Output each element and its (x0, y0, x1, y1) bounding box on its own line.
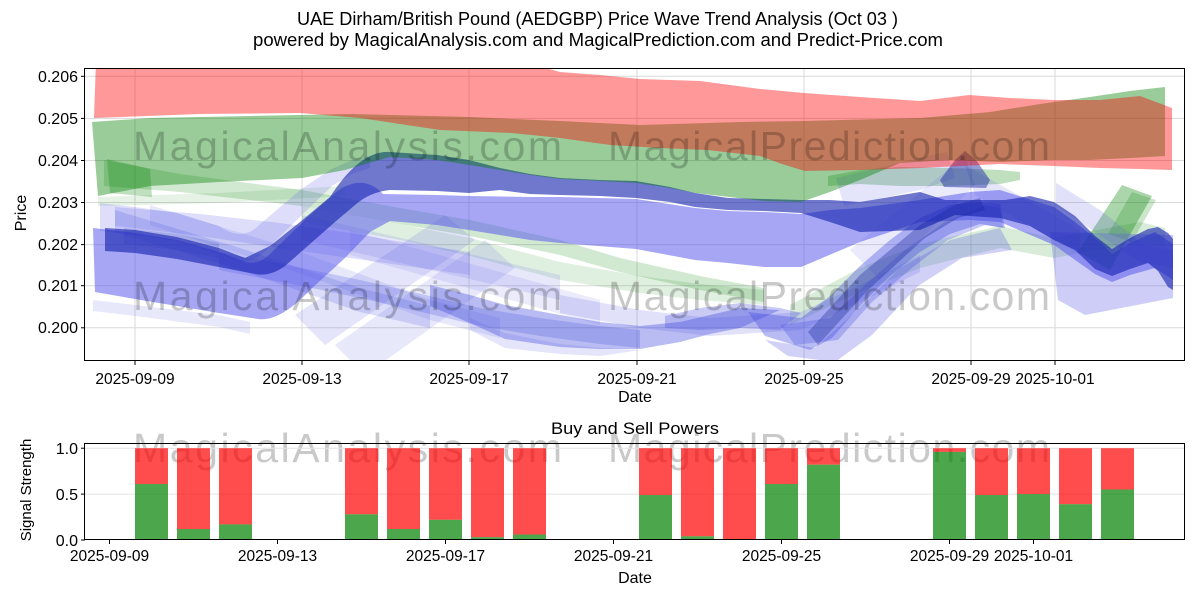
svg-text:Price: Price (13, 195, 30, 232)
svg-text:Date: Date (618, 389, 652, 406)
svg-text:Date: Date (618, 570, 652, 587)
svg-text:0.201: 0.201 (38, 278, 78, 295)
svg-text:2025-09-17: 2025-09-17 (406, 548, 485, 565)
svg-text:0.200: 0.200 (38, 320, 78, 337)
svg-text:2025-09-25: 2025-09-25 (742, 548, 821, 565)
svg-text:0.203: 0.203 (38, 195, 78, 212)
svg-text:2025-09-09: 2025-09-09 (95, 371, 174, 388)
svg-text:2025-10-01: 2025-10-01 (994, 548, 1073, 565)
svg-text:0.206: 0.206 (38, 69, 78, 86)
svg-text:0.5: 0.5 (56, 487, 78, 504)
svg-text:2025-09-29: 2025-09-29 (931, 371, 1010, 388)
svg-text:2025-09-17: 2025-09-17 (429, 371, 508, 388)
svg-text:2025-09-09: 2025-09-09 (70, 548, 149, 565)
svg-text:2025-09-21: 2025-09-21 (574, 548, 653, 565)
svg-text:MagicalAnalysis.com: MagicalAnalysis.com (133, 273, 562, 319)
svg-text:1.0: 1.0 (56, 441, 78, 458)
svg-text:Buy and Sell Powers: Buy and Sell Powers (551, 419, 719, 438)
svg-text:2025-09-21: 2025-09-21 (597, 371, 676, 388)
svg-text:powered by MagicalAnalysis.com: powered by MagicalAnalysis.com and Magic… (253, 30, 943, 50)
svg-text:2025-09-25: 2025-09-25 (764, 371, 843, 388)
svg-text:MagicalAnalysis.com: MagicalAnalysis.com (133, 123, 562, 169)
svg-text:0.204: 0.204 (38, 153, 78, 170)
svg-text:2025-09-29: 2025-09-29 (910, 548, 989, 565)
svg-text:MagicalPrediction.com: MagicalPrediction.com (608, 273, 1050, 319)
svg-text:0.202: 0.202 (38, 237, 78, 254)
svg-text:0.205: 0.205 (38, 111, 78, 128)
svg-text:UAE Dirham/British Pound (AEDG: UAE Dirham/British Pound (AEDGBP) Price … (297, 9, 898, 29)
svg-text:2025-10-01: 2025-10-01 (1015, 371, 1094, 388)
svg-text:Signal Strength: Signal Strength (18, 439, 35, 542)
svg-text:MagicalPrediction.com: MagicalPrediction.com (608, 123, 1050, 169)
svg-text:2025-09-13: 2025-09-13 (238, 548, 317, 565)
svg-text:2025-09-13: 2025-09-13 (262, 371, 341, 388)
svg-text:0.0: 0.0 (56, 533, 78, 550)
